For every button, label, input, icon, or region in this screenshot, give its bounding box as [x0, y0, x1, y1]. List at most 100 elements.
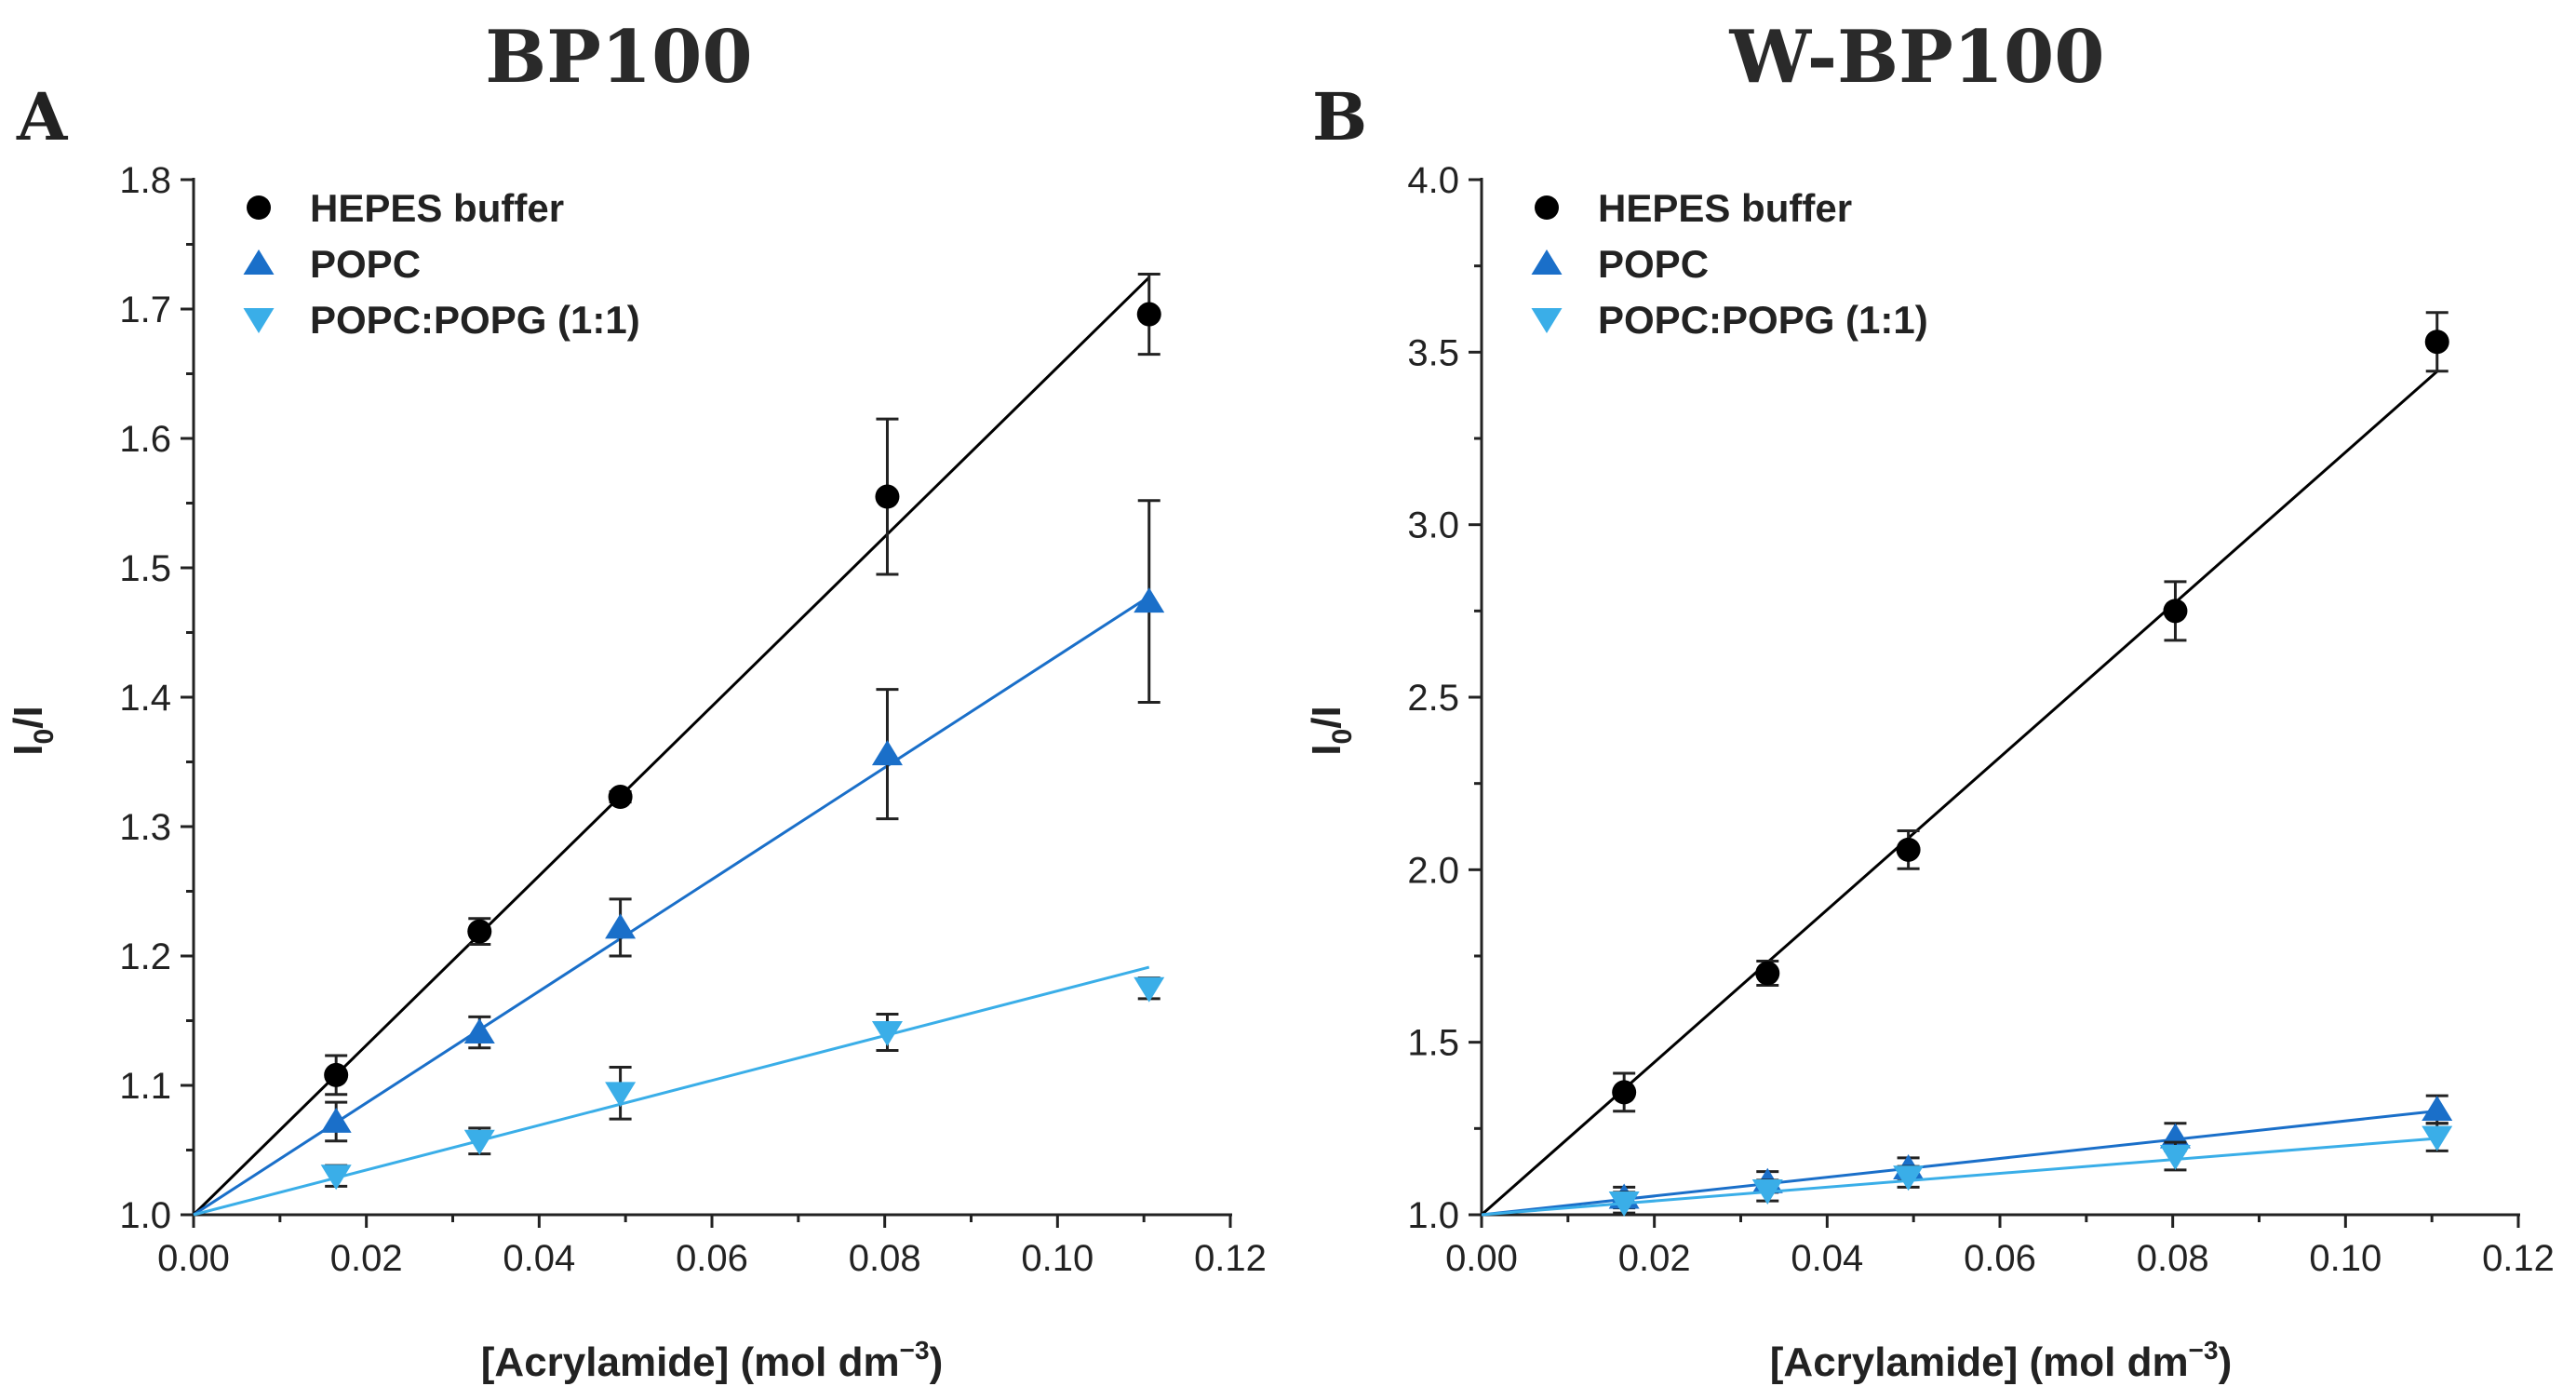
series-0	[192, 272, 1161, 1217]
legend: HEPES buffer POPC POPC:POPG (1:1)	[1531, 186, 1928, 342]
data-point	[1134, 587, 1165, 613]
data-point	[1134, 976, 1165, 1003]
panel-b: B W-BP100 0.00 0.02 0.04 0.06 0.08 0.10 0.12 1.…	[1304, 15, 2555, 1385]
data-point	[1893, 1165, 1925, 1191]
data-point	[1612, 1080, 1637, 1105]
x-axis-label-text: [Acrylamide] (mol dm	[481, 1339, 900, 1385]
x-tick-label: 0.00	[1445, 1238, 1518, 1279]
series-0	[1481, 311, 2449, 1217]
series-2	[1481, 1122, 2453, 1218]
data-point	[1896, 837, 1921, 862]
y-tick-label: 1.5	[1407, 1023, 1459, 1064]
data-point	[605, 1082, 637, 1108]
x-tick-label: 0.02	[330, 1238, 403, 1279]
y-axis-label-main: I	[1304, 744, 1349, 755]
y-axis-label-rest: /I	[6, 706, 51, 728]
y-tick-label: 1.8	[119, 160, 171, 201]
y-tick-label: 3.5	[1407, 332, 1459, 373]
panel-letter: B	[1312, 78, 1367, 155]
panel-letter: A	[16, 78, 69, 155]
fit-line	[1481, 1137, 2437, 1217]
y-tick-label: 1.6	[119, 419, 171, 460]
x-tick-label: 0.12	[1194, 1238, 1267, 1279]
data-point	[1755, 961, 1780, 986]
y-tick-label: 2.0	[1407, 850, 1459, 891]
chart-title: W-BP100	[1728, 15, 2104, 100]
data-point	[320, 1107, 352, 1133]
data-point	[871, 740, 903, 766]
x-axis-label: [Acrylamide] (mol dm−3)	[1770, 1336, 2232, 1385]
data-point	[243, 308, 275, 333]
x-tick-label: 0.04	[1791, 1238, 1863, 1279]
data-point	[320, 1164, 352, 1191]
y-tick-label: 1.1	[119, 1066, 171, 1107]
data-point	[1751, 1179, 1783, 1205]
data-point	[463, 1018, 495, 1044]
plot-area: 0.00 0.02 0.04 0.06 0.08 0.10 0.12 1.0 1.1 1.2 1.3…	[119, 160, 1267, 1279]
data-point	[2424, 330, 2449, 355]
data-point	[243, 249, 275, 275]
data-point	[2159, 1144, 2191, 1170]
x-tick-label: 0.12	[2482, 1238, 2555, 1279]
data-point	[2163, 599, 2188, 624]
y-tick-label: 3.0	[1407, 505, 1459, 546]
x-tick-label: 0.10	[1021, 1238, 1093, 1279]
data-point	[871, 1021, 903, 1047]
x-axis-label-text: [Acrylamide] (mol dm	[1770, 1339, 2189, 1385]
x-axis-label-superscript: −3	[2189, 1336, 2219, 1365]
data-point	[1608, 1191, 1640, 1218]
fit-line	[192, 276, 1150, 1217]
y-axis-label-subscript: 0	[29, 729, 60, 745]
data-point	[1535, 195, 1559, 220]
fit-line	[193, 595, 1150, 1217]
series-1	[193, 499, 1165, 1217]
panel-a: A BP100 0.00 0.02 0.04 0.06 0.08 0.10 0.12 1.0 1…	[6, 15, 1267, 1385]
x-tick-label: 0.10	[2309, 1238, 2381, 1279]
y-axis-label-main: I	[6, 744, 51, 755]
legend-label: POPC:POPG (1:1)	[310, 298, 640, 342]
legend-label: HEPES buffer	[1598, 186, 1852, 230]
y-axis-label-rest: /I	[1304, 706, 1349, 728]
y-axis-label: I0/I	[1304, 706, 1358, 755]
data-point	[324, 1062, 349, 1087]
plot-area: 0.00 0.02 0.04 0.06 0.08 0.10 0.12 1.0 1.5 2.0 2.5…	[1407, 160, 2555, 1279]
data-point	[1531, 249, 1563, 275]
y-tick-label: 2.5	[1407, 678, 1459, 719]
y-tick-label: 1.5	[119, 548, 171, 589]
data-point	[1531, 308, 1563, 333]
x-tick-label: 0.02	[1618, 1238, 1691, 1279]
data-point	[463, 1129, 495, 1155]
fit-line	[193, 965, 1150, 1217]
series-2	[193, 965, 1165, 1217]
x-tick-label: 0.08	[2137, 1238, 2209, 1279]
data-point	[247, 195, 271, 220]
data-point	[467, 919, 492, 944]
x-axis-label: [Acrylamide] (mol dm−3)	[481, 1336, 943, 1385]
y-tick-label: 4.0	[1407, 160, 1459, 201]
y-tick-label: 1.0	[119, 1195, 171, 1236]
x-axis-label-close: )	[930, 1339, 944, 1385]
data-point	[2422, 1095, 2453, 1121]
x-tick-label: 0.06	[1964, 1238, 2036, 1279]
data-point	[875, 484, 900, 509]
y-tick-label: 1.0	[1407, 1195, 1459, 1236]
y-axis-label: I0/I	[6, 706, 60, 755]
data-point	[2422, 1125, 2453, 1151]
data-point	[608, 785, 633, 810]
y-tick-label: 1.4	[119, 678, 171, 719]
legend-label: POPC:POPG (1:1)	[1598, 298, 1928, 342]
chart-title: BP100	[485, 15, 752, 100]
y-tick-label: 1.3	[119, 807, 171, 848]
y-tick-label: 1.7	[119, 289, 171, 330]
y-tick-label: 1.2	[119, 936, 171, 977]
x-tick-label: 0.04	[503, 1238, 575, 1279]
x-tick-label: 0.06	[676, 1238, 748, 1279]
fit-line	[1481, 1110, 2437, 1217]
data-point	[1136, 302, 1161, 327]
y-axis-label-subscript: 0	[1327, 729, 1358, 745]
legend-label: HEPES buffer	[310, 186, 564, 230]
x-axis-label-close: )	[2219, 1339, 2233, 1385]
data-point	[605, 913, 637, 939]
legend: HEPES buffer POPC POPC:POPG (1:1)	[243, 186, 640, 342]
